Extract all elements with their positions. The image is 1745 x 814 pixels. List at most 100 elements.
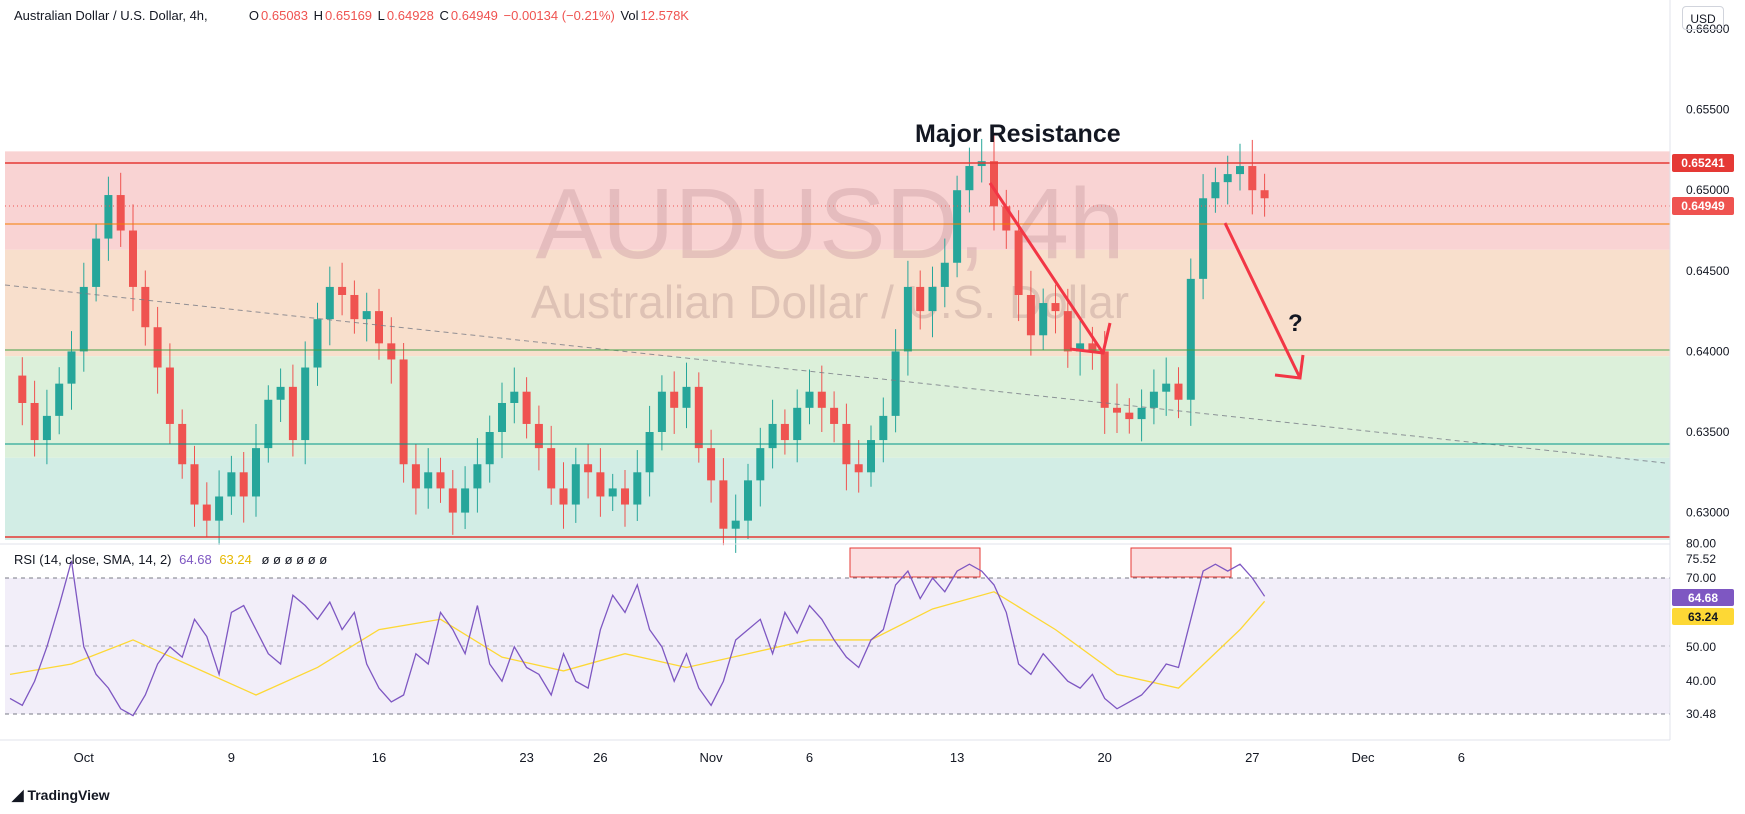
- candle-body: [153, 327, 162, 368]
- candle-body: [1211, 182, 1220, 199]
- candle-body: [1026, 294, 1035, 336]
- candle-body: [830, 407, 839, 424]
- rsi-sma-badge-label: 63.24: [1688, 610, 1718, 624]
- candle-body: [916, 286, 925, 312]
- candle-body: [18, 375, 27, 403]
- candle-body: [596, 472, 605, 497]
- candle-body: [559, 488, 568, 505]
- time-label-10: 27: [1245, 750, 1259, 765]
- candle-body: [805, 391, 814, 408]
- candle-body: [313, 319, 322, 368]
- candle-body: [903, 286, 912, 352]
- candle-body: [79, 286, 88, 352]
- candle-body: [55, 383, 64, 416]
- price-tick-6: 0.63500: [1686, 425, 1730, 439]
- close-value: 0.64949: [450, 8, 498, 23]
- rsi-value-badge-label: 64.68: [1688, 591, 1718, 605]
- candle-body: [338, 286, 347, 295]
- drawn-arrow-down-1: [988, 182, 1112, 355]
- drawn-arrow-down-2: [1223, 222, 1305, 380]
- time-label-1: Oct: [74, 750, 95, 765]
- candle-body: [1199, 198, 1208, 279]
- low-value: 0.64928: [386, 8, 434, 23]
- price-tick-7: 0.63000: [1686, 506, 1730, 520]
- rsi-overbought-box-1: [849, 547, 981, 578]
- candle-body: [239, 472, 248, 497]
- candle-body: [744, 480, 752, 521]
- candle-body: [1100, 351, 1109, 408]
- candle-body: [264, 399, 273, 449]
- candle-body: [1260, 190, 1269, 199]
- candle-body: [793, 407, 802, 441]
- candle-body: [1236, 166, 1244, 175]
- candle-body: [990, 161, 998, 207]
- rsi-line: [9, 560, 1266, 717]
- price-tick-2: 0.65500: [1686, 103, 1730, 117]
- candle-body: [768, 423, 777, 449]
- candle-body: [1162, 383, 1171, 392]
- rsi-sma-line: [9, 591, 1266, 696]
- candle-body: [399, 359, 408, 465]
- time-label-2: 9: [228, 750, 235, 765]
- candle-body: [534, 423, 543, 449]
- candle-body: [965, 166, 974, 191]
- tradingview-logo-icon: ◢: [12, 787, 24, 804]
- rsi-tick-1: 80.00: [1686, 537, 1716, 551]
- candle-body: [227, 472, 236, 497]
- candle-body: [67, 351, 76, 384]
- symbol-legend[interactable]: Australian Dollar / U.S. Dollar, 4h, O 0.…: [14, 8, 691, 23]
- rsi-legend[interactable]: RSI (14, close, SMA, 14, 2) 64.68 63.24 …: [14, 552, 327, 567]
- tradingview-logo[interactable]: ◢ TradingView: [12, 786, 110, 804]
- candle-body: [104, 195, 113, 239]
- candle-body: [510, 391, 519, 403]
- candle-body: [867, 440, 875, 473]
- candle-body: [1137, 407, 1146, 420]
- candle-body: [190, 464, 199, 505]
- candle-body: [350, 294, 359, 320]
- time-label-3: 16: [372, 750, 386, 765]
- symbol-title[interactable]: Australian Dollar / U.S. Dollar, 4h,: [14, 8, 208, 23]
- high-value: 0.65169: [325, 8, 373, 23]
- candle-body: [1186, 278, 1195, 400]
- price-zone-3: [5, 356, 1670, 458]
- price-zones: [5, 151, 1670, 540]
- question-mark-label: ?: [1288, 310, 1303, 337]
- tradingview-logo-text: TradingView: [27, 787, 110, 803]
- open-value: 0.65083: [261, 8, 309, 23]
- rsi-tick-2: 75.52: [1686, 552, 1716, 566]
- price-zone-1: [5, 151, 1670, 250]
- time-label-11: Dec: [1351, 750, 1375, 765]
- candle-body: [854, 464, 863, 473]
- candle-body: [1014, 230, 1023, 295]
- candle-body: [375, 311, 383, 344]
- candle-body: [1039, 303, 1048, 336]
- candle-body: [92, 238, 101, 287]
- currency-button[interactable]: USD: [1682, 6, 1724, 30]
- time-label-7: 6: [806, 750, 813, 765]
- candle-body: [1051, 303, 1060, 312]
- candle-body: [633, 472, 642, 505]
- candle-body: [940, 262, 949, 287]
- low-label: L: [377, 8, 385, 23]
- price-tick-4: 0.64500: [1686, 264, 1730, 278]
- candle-body: [682, 386, 691, 408]
- candle-body: [547, 448, 556, 489]
- candle-body: [657, 391, 666, 432]
- candle-body: [1125, 412, 1134, 420]
- rsi-title[interactable]: RSI (14, close, SMA, 14, 2): [14, 552, 172, 567]
- candle-body: [436, 472, 445, 489]
- candle-body: [362, 311, 371, 320]
- candle-body: [288, 386, 297, 441]
- candle-body: [645, 432, 654, 473]
- candle-body: [1076, 343, 1085, 352]
- candle-body: [141, 286, 150, 328]
- candle-body: [485, 432, 494, 465]
- time-label-8: 13: [950, 750, 964, 765]
- candle-body: [448, 488, 457, 513]
- candle-body: [780, 423, 789, 441]
- candle-body: [891, 351, 900, 416]
- price-zone-4: [5, 457, 1670, 540]
